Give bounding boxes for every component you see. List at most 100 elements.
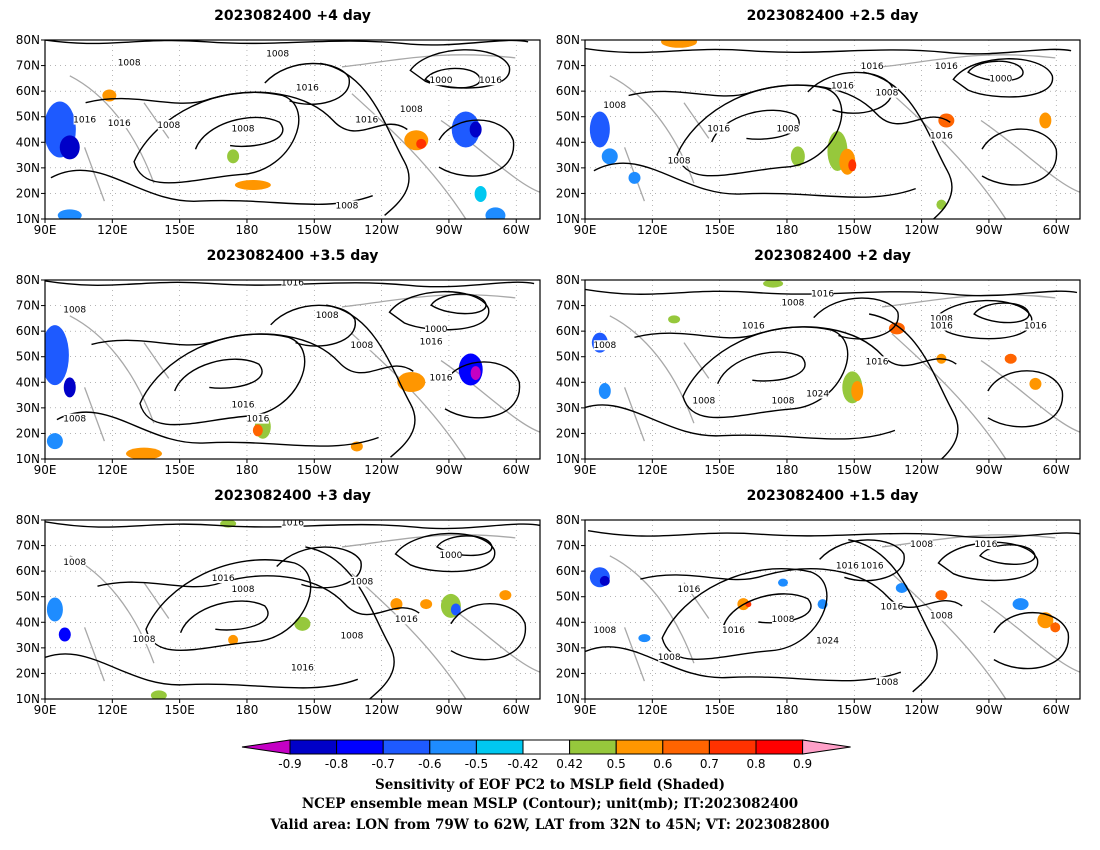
mslp-contour [967,60,1024,82]
contour-label: 1016 [811,289,834,299]
contour-label: 1008 [910,540,933,550]
sensitivity-shading [601,148,618,165]
colorbar-cell [382,739,431,755]
sensitivity-shading [1004,353,1017,364]
contour-label: 1016 [296,83,319,93]
mslp-contour [585,646,902,682]
sensitivity-shading [598,382,611,399]
mslp-contour [194,116,284,150]
colorbar-tick-label: -0.42 [507,757,538,771]
lat-tick-label: 50N [556,590,580,604]
contour-label: 1016 [836,562,859,572]
sensitivity-shading [589,111,610,148]
contour-label: 1008 [266,49,289,59]
coastline [69,315,170,442]
mslp-contour [937,541,1039,582]
lon-tick-label: 150W [837,223,872,237]
contour-label: 1000 [425,325,448,335]
lat-tick-label: 80N [16,33,40,47]
sensitivity-shading [234,179,271,190]
contour-label: 1008 [776,125,799,135]
map-frame [584,279,1081,460]
sensitivity-shading [848,159,857,172]
mslp-contour [587,530,1080,539]
mslp-contour [863,71,953,219]
mslp-contour [438,119,515,177]
sensitivity-shading [638,634,651,643]
lat-tick-label: 80N [16,273,40,287]
contour-label: 1008 [781,298,804,308]
panel-title: 2023082400 +2.5 day [747,8,919,24]
sensitivity-shading [450,603,461,616]
map-frame [584,519,1081,700]
lon-tick-label: 60W [1043,463,1070,477]
mslp-contour [807,71,893,114]
lon-tick-label: 150E [164,223,195,237]
lon-tick-label: 90E [34,703,57,717]
contour-label: 1008 [772,397,795,407]
mslp-contour [430,293,487,315]
mslp-contour [682,326,849,419]
contour-label: 1008 [875,89,898,99]
mslp-contour [848,539,938,693]
contour-label: 1000 [430,76,453,86]
mslp-contour [139,333,306,426]
lon-tick-label: 60W [503,463,530,477]
lon-tick-label: 90E [34,463,57,477]
mslp-contour [276,546,362,589]
lon-tick-label: 150E [164,463,195,477]
lon-tick-label: 180 [776,223,799,237]
sensitivity-shading [227,149,240,164]
lon-tick-label: 120E [637,223,668,237]
sensitivity-shading [390,598,403,611]
lon-tick-label: 90W [975,703,1002,717]
lon-tick-label: 150W [297,703,332,717]
sensitivity-shading [45,325,69,386]
contour-label: 1016 [395,615,418,625]
lon-tick-label: 120E [97,703,128,717]
contour-label: 1016 [831,82,854,92]
contour-label: 1024 [816,637,839,647]
lat-tick-label: 80N [16,513,40,527]
lon-tick-label: 150W [837,703,872,717]
contour-label: 1008 [593,626,616,636]
lat-tick-label: 50N [16,350,40,364]
colorbar-cell [522,739,571,755]
contour-label: 1008 [340,631,363,641]
lat-tick-label: 40N [16,135,40,149]
contour-label: 1016 [430,373,453,383]
lat-tick-label: 50N [16,590,40,604]
contour-label: 1008 [772,615,795,625]
mslp-contour [85,91,408,132]
coastline [881,294,1080,459]
colorbar-tick-label: -0.7 [371,757,394,771]
colorbar-cell [289,739,338,755]
lat-tick-label: 20N [16,666,40,680]
caption-line-1: Sensitivity of EOF PC2 to MSLP field (Sh… [375,777,725,793]
sensitivity-shading [485,207,506,219]
lat-tick-label: 40N [556,135,580,149]
sensitivity-shading [628,171,641,184]
contour-label: 1016 [73,116,96,126]
lat-tick-label: 20N [556,426,580,440]
lat-tick-label: 30N [16,161,40,175]
contour-label: 1016 [880,603,903,613]
mslp-contour [987,370,1064,428]
contour-label: 1008 [335,201,358,211]
lat-tick-label: 20N [16,186,40,200]
contour-label: 1016 [1024,322,1047,332]
lat-tick-label: 40N [16,615,40,629]
lon-tick-label: 90W [975,463,1002,477]
contour-label: 1008 [133,635,156,645]
sensitivity-shading [1012,598,1029,611]
contour-label: 1016 [420,338,443,348]
lon-tick-label: 120W [364,703,399,717]
contour-label: 1008 [930,314,953,324]
colorbar-cell [569,739,617,755]
sensitivity-shading [126,447,162,459]
sensitivity-shading [499,590,512,601]
sensitivity-shading [228,634,239,645]
lat-tick-label: 40N [556,375,580,389]
lat-tick-label: 30N [556,401,580,415]
